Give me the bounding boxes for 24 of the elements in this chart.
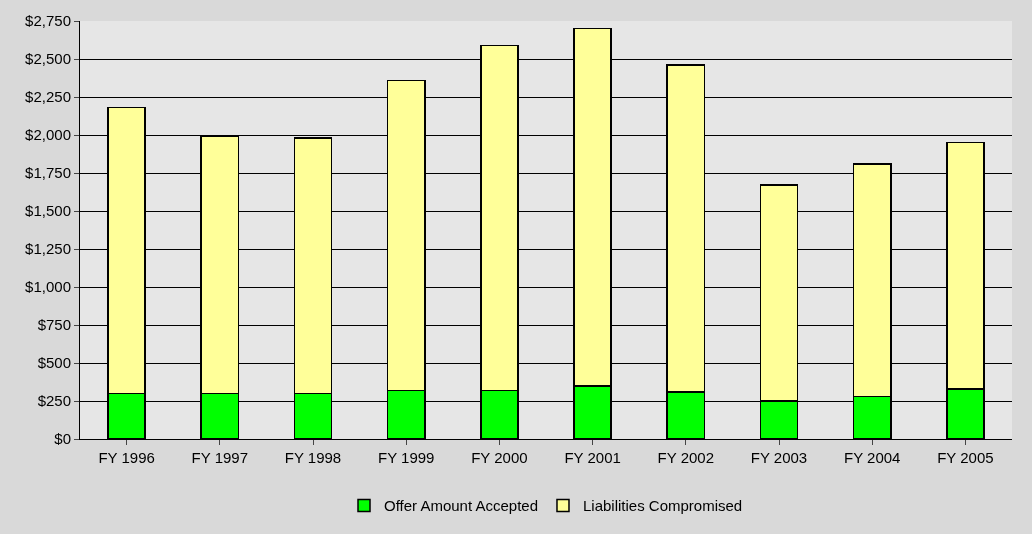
legend-label: Liabilities Compromised: [582, 497, 743, 515]
x-tick-label: FY 1996: [98, 449, 155, 466]
y-tick-label: $500: [37, 354, 71, 372]
y-tick-label: $0: [54, 430, 71, 448]
y-tick-label: $1,000: [25, 278, 71, 296]
x-tick-label: FY 2003: [750, 449, 808, 466]
x-tick-label: FY 2001: [564, 449, 621, 466]
y-tick-label: $2,000: [25, 126, 71, 144]
y-tick-label: $2,250: [25, 88, 71, 106]
x-tick-label: FY 2000: [471, 449, 528, 466]
y-tick-label: $2,750: [25, 12, 71, 30]
legend-label: Offer Amount Accepted: [384, 497, 538, 515]
y-tick-label: $250: [37, 392, 71, 410]
y-tick-label: $750: [37, 316, 71, 334]
x-tick-label: FY 2004: [843, 449, 901, 466]
y-tick-label: $1,500: [25, 202, 71, 220]
y-tick-label: $1,750: [25, 164, 71, 182]
x-tick-label: FY 1999: [377, 449, 435, 466]
x-tick-label: FY 1997: [191, 449, 249, 466]
x-tick-label: FY 2002: [657, 449, 715, 466]
y-tick-label: $1,250: [25, 240, 71, 258]
x-tick-label: FY 2005: [937, 449, 994, 466]
x-tick-label: FY 1998: [284, 449, 342, 466]
y-tick-label: $2,500: [25, 50, 71, 68]
